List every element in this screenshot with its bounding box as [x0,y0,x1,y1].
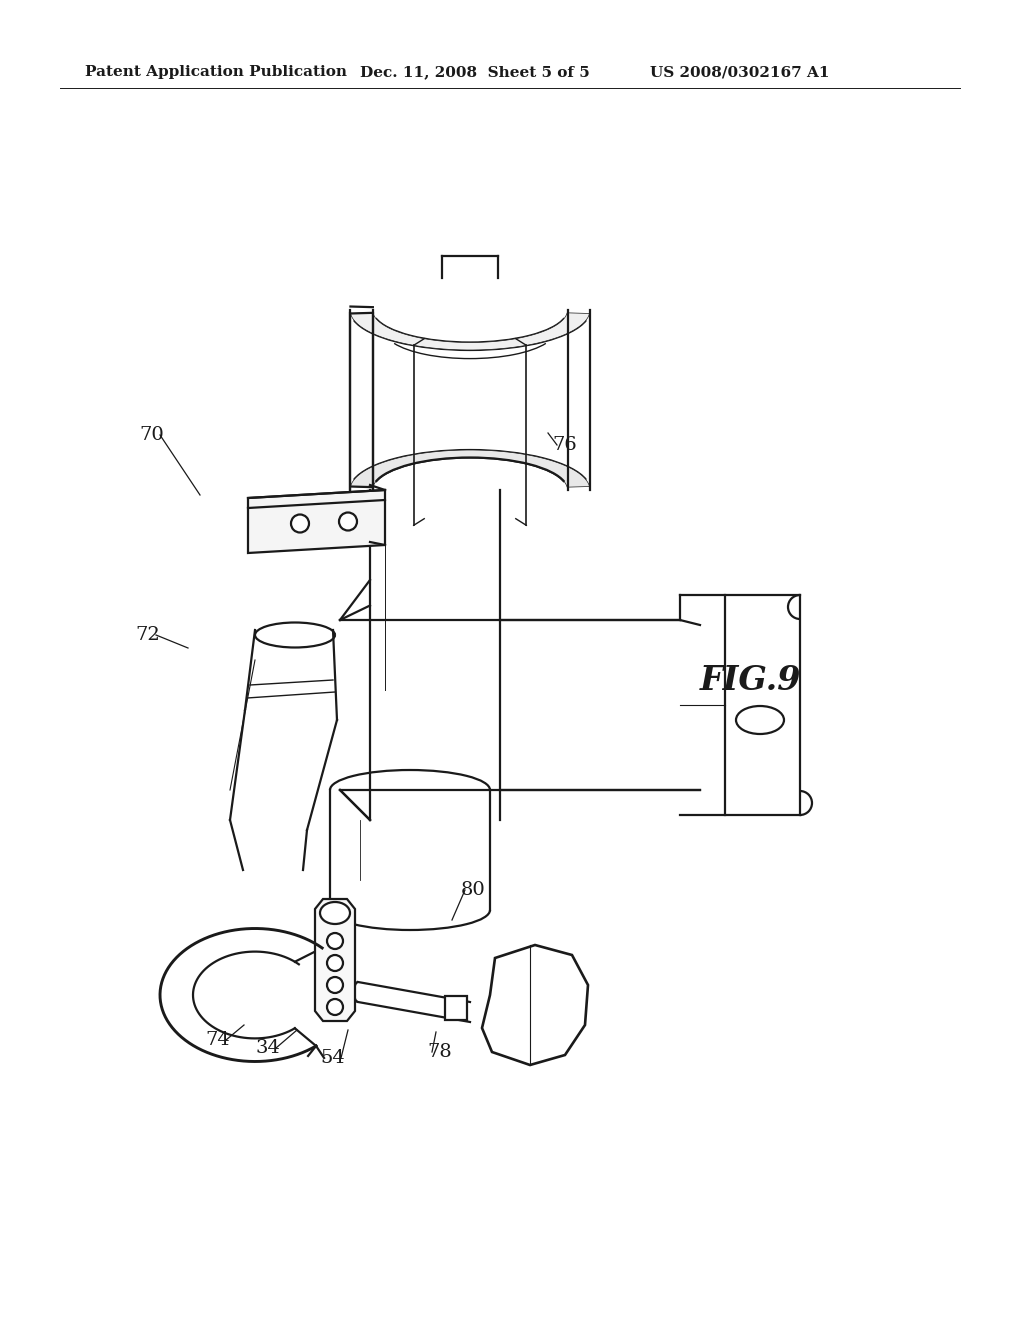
Polygon shape [248,490,385,553]
Text: 74: 74 [206,1031,230,1049]
Polygon shape [350,450,590,487]
Ellipse shape [319,902,350,924]
Polygon shape [350,313,590,350]
Circle shape [327,933,343,949]
Circle shape [291,515,309,532]
Circle shape [327,999,343,1015]
FancyBboxPatch shape [445,997,467,1020]
Circle shape [327,977,343,993]
Ellipse shape [736,706,784,734]
Text: 80: 80 [461,880,485,899]
Circle shape [339,512,357,531]
Text: 34: 34 [256,1039,281,1057]
Text: Patent Application Publication: Patent Application Publication [85,65,347,79]
Circle shape [327,954,343,972]
Text: 70: 70 [139,426,165,444]
Text: 78: 78 [428,1043,453,1061]
Polygon shape [482,945,588,1065]
Text: FIG.9: FIG.9 [700,664,802,697]
Text: 54: 54 [321,1049,345,1067]
Text: 72: 72 [135,626,161,644]
Text: US 2008/0302167 A1: US 2008/0302167 A1 [650,65,829,79]
Text: Dec. 11, 2008  Sheet 5 of 5: Dec. 11, 2008 Sheet 5 of 5 [360,65,590,79]
Polygon shape [315,899,355,1020]
Text: 76: 76 [553,436,578,454]
